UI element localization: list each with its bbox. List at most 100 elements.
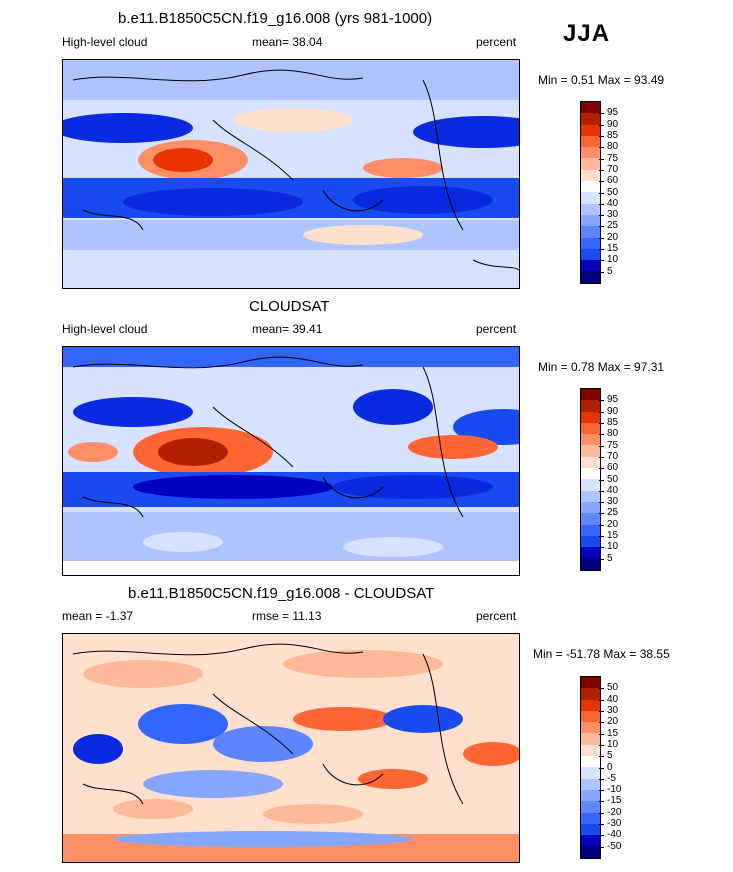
colorbar-tick <box>599 468 604 470</box>
panel3-colorbar <box>580 676 601 859</box>
colorbar-tick-label: 5 <box>607 552 613 564</box>
colorbar-tick <box>599 490 604 492</box>
panel2-map-svg <box>63 347 519 575</box>
colorbar-tick-label: 15 <box>607 727 619 739</box>
colorbar-tick-label: 95 <box>607 394 619 406</box>
colorbar-tick <box>599 411 604 413</box>
colorbar-tick-label: 20 <box>607 716 619 728</box>
panel1-mean-label: mean= 38.04 <box>252 35 323 49</box>
colorbar-tick-label: 40 <box>607 484 619 496</box>
colorbar-tick <box>599 547 604 549</box>
panel2-variable-label: High-level cloud <box>62 322 148 336</box>
colorbar-tick-label: 5 <box>607 265 613 277</box>
colorbar-tick-label: -20 <box>607 806 622 818</box>
panel2-title: CLOUDSAT <box>249 298 330 315</box>
colorbar-tick <box>599 812 604 814</box>
colorbar-tick-label: 90 <box>607 405 619 417</box>
colorbar-tick <box>599 226 604 228</box>
colorbar-tick <box>599 124 604 126</box>
season-label: JJA <box>563 20 611 47</box>
colorbar-tick <box>599 767 604 769</box>
colorbar-tick-label: 10 <box>607 541 619 553</box>
panel1-minmax-label: Min = 0.51 Max = 93.49 <box>538 73 665 87</box>
colorbar-tick-label: 40 <box>607 197 619 209</box>
colorbar-tick <box>599 722 604 724</box>
colorbar-tick-label: -10 <box>607 784 622 796</box>
colorbar-tick-label: 10 <box>607 254 619 266</box>
colorbar-tick <box>599 237 604 239</box>
colorbar-tick-label: 50 <box>607 186 619 198</box>
colorbar-tick <box>599 688 604 690</box>
colorbar-tick <box>599 835 604 837</box>
colorbar-tick <box>599 181 604 183</box>
colorbar-tick-label: 20 <box>607 231 619 243</box>
colorbar-tick <box>599 249 604 251</box>
colorbar-tick <box>599 400 604 402</box>
panel3-map <box>62 633 520 863</box>
colorbar-tick <box>599 756 604 758</box>
colorbar-tick-label: -40 <box>607 829 622 841</box>
colorbar-tick-label: 25 <box>607 220 619 232</box>
colorbar-tick-label: 75 <box>607 439 619 451</box>
colorbar-tick-label: -15 <box>607 795 622 807</box>
colorbar-tick-label: -30 <box>607 818 622 830</box>
colorbar-tick-label: 70 <box>607 163 619 175</box>
panel3-title: b.e11.B1850C5CN.f19_g16.008 - CLOUDSAT <box>128 585 435 602</box>
colorbar-tick-label: 30 <box>607 209 619 221</box>
panel1-variable-label: High-level cloud <box>62 35 148 49</box>
colorbar-tick <box>599 502 604 504</box>
panel3-rmse-label: rmse = 11.13 <box>252 609 322 623</box>
colorbar-tick-label: 50 <box>607 473 619 485</box>
colorbar-tick-label: 85 <box>607 129 619 141</box>
colorbar-tick <box>599 203 604 205</box>
panel1-colorbar <box>580 101 601 284</box>
colorbar-tick <box>599 479 604 481</box>
panel2-colorbar <box>580 388 601 571</box>
colorbar-tick <box>599 456 604 458</box>
colorbar-tick-label: 15 <box>607 530 619 542</box>
colorbar-tick-label: 40 <box>607 693 619 705</box>
colorbar-tick <box>599 778 604 780</box>
colorbar-tick <box>599 271 604 273</box>
colorbar-tick-label: 60 <box>607 462 619 474</box>
colorbar-tick <box>599 790 604 792</box>
colorbar-tick-label: -50 <box>607 840 622 852</box>
panel1-map <box>62 59 520 289</box>
colorbar-tick <box>599 710 604 712</box>
colorbar-tick-label: 85 <box>607 416 619 428</box>
panel2-mean-label: mean= 39.41 <box>252 322 323 336</box>
panel3-minmax-label: Min = -51.78 Max = 38.55 <box>533 647 670 661</box>
colorbar-tick <box>599 536 604 538</box>
colorbar-tick <box>599 434 604 436</box>
colorbar-tick <box>599 846 604 848</box>
colorbar-tick-label: 50 <box>607 682 619 694</box>
colorbar-tick <box>599 699 604 701</box>
colorbar-tick-label: 90 <box>607 118 619 130</box>
colorbar-tick-label: 0 <box>607 761 613 773</box>
colorbar-tick <box>599 215 604 217</box>
panel2-units-label: percent <box>476 322 517 336</box>
panel1-title: b.e11.B1850C5CN.f19_g16.008 (yrs 981-100… <box>118 10 433 27</box>
panel3-mean-label: mean = -1.37 <box>62 609 134 623</box>
colorbar-tick <box>599 558 604 560</box>
colorbar-tick <box>599 113 604 115</box>
colorbar-tick <box>599 169 604 171</box>
panel3-units-label: percent <box>476 609 517 623</box>
colorbar-tick-label: 25 <box>607 507 619 519</box>
colorbar-tick-label: 20 <box>607 518 619 530</box>
colorbar-tick-label: 15 <box>607 243 619 255</box>
colorbar-tick <box>599 135 604 137</box>
colorbar-tick <box>599 260 604 262</box>
colorbar-tick <box>599 513 604 515</box>
colorbar-tick-label: -5 <box>607 772 616 784</box>
colorbar-tick-label: 30 <box>607 704 619 716</box>
panel2-map <box>62 346 520 576</box>
panel1-map-svg <box>63 60 519 288</box>
colorbar-tick <box>599 744 604 746</box>
colorbar-tick <box>599 158 604 160</box>
colorbar-tick-label: 95 <box>607 107 619 119</box>
panel3-map-svg <box>63 634 519 862</box>
panel2-minmax-label: Min = 0.78 Max = 97.31 <box>538 360 665 374</box>
colorbar-tick-label: 30 <box>607 496 619 508</box>
colorbar-tick-label: 80 <box>607 428 619 440</box>
